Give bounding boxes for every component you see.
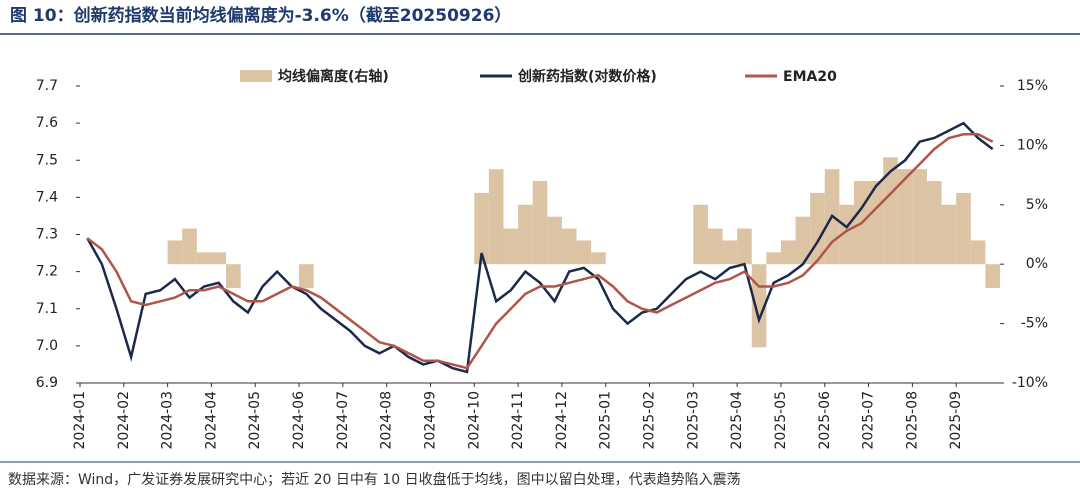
deviation-bar	[985, 264, 1000, 288]
y-tick-label: 7.1	[36, 301, 58, 317]
x-tick-label: 2025-01	[598, 391, 614, 450]
x-tick-label: 2024-04	[203, 391, 219, 450]
x-tick-label: 2025-09	[948, 391, 964, 450]
y-tick-label: 7.2	[36, 264, 58, 280]
deviation-bar	[868, 181, 884, 265]
deviation-bar	[518, 204, 533, 265]
source: 数据来源：Wind，广发证券发展研究中心；若近 20 日中有 10 日收盘低于均…	[8, 471, 741, 488]
y-tick-label: 7.0	[36, 338, 58, 354]
x-tick-label: 2024-02	[116, 391, 132, 450]
x-tick-label: 2024-10	[466, 391, 482, 450]
x-tick-label: 2024-06	[291, 391, 307, 450]
deviation-bar	[591, 252, 606, 265]
y2-tick-label: -5%	[1021, 316, 1048, 332]
x-tick-label: 2025-05	[773, 391, 789, 450]
deviation-bar	[226, 264, 241, 288]
deviation-bar	[532, 181, 548, 265]
deviation-bar	[561, 228, 577, 265]
deviation-bar	[707, 228, 723, 265]
legend-label: EMA20	[783, 69, 837, 85]
deviation-bar	[795, 216, 811, 265]
legend-swatch	[240, 70, 272, 82]
deviation-bar	[956, 192, 971, 265]
deviation-bar	[766, 252, 781, 265]
deviation-bar	[926, 181, 942, 265]
deviation-bar	[488, 169, 504, 265]
deviation-bar	[883, 157, 898, 265]
y-tick-label: 7.5	[36, 152, 58, 168]
deviation-bar	[912, 169, 927, 265]
deviation-bar	[167, 240, 183, 265]
deviation-bar	[780, 240, 796, 265]
x-tick-label: 2024-09	[422, 391, 438, 450]
y-tick-label: 7.6	[36, 115, 58, 131]
deviation-bar	[941, 204, 957, 265]
x-tick-label: 2024-07	[335, 391, 351, 450]
deviation-bar	[196, 252, 212, 265]
deviation-bar	[722, 240, 738, 265]
ema-line	[86, 133, 994, 370]
x-tick-label: 2025-02	[642, 391, 658, 450]
deviation-bar	[299, 264, 314, 288]
y2-tick-label: 10%	[1017, 137, 1048, 153]
x-tick-label: 2024-05	[247, 391, 263, 450]
y-tick-label: 7.7	[36, 78, 58, 94]
x-tick-label: 2024-01	[72, 391, 88, 450]
deviation-bar	[751, 264, 767, 348]
y-tick-label: 6.9	[36, 375, 58, 391]
chart-title: 图 10：创新药指数当前均线偏离度为-3.6%（截至20250926）	[10, 5, 511, 26]
y2-tick-label: 0%	[1026, 256, 1048, 272]
x-tick-label: 2024-11	[510, 391, 526, 450]
y2-tick-label: 15%	[1017, 78, 1048, 94]
y2-tick-label: 5%	[1026, 197, 1048, 213]
x-tick-label: 2025-04	[729, 391, 745, 450]
deviation-bar	[211, 252, 227, 265]
deviation-bar	[576, 240, 592, 265]
y-tick-label: 7.4	[36, 189, 58, 205]
deviation-bar	[474, 192, 489, 265]
deviation-bar	[693, 204, 708, 265]
x-tick-label: 2024-08	[379, 391, 395, 450]
y-tick-label: 7.3	[36, 227, 58, 243]
deviation-bar	[737, 228, 752, 265]
x-tick-label: 2025-03	[685, 391, 701, 450]
x-tick-label: 2025-06	[817, 391, 833, 450]
legend-label: 均线偏离度(右轴)	[278, 68, 389, 85]
y2-tick-label: -10%	[1012, 375, 1048, 391]
deviation-bar	[970, 240, 986, 265]
x-tick-label: 2024-12	[554, 391, 570, 450]
x-tick-label: 2025-07	[861, 391, 877, 450]
deviation-bar	[547, 216, 562, 265]
deviation-bar	[839, 204, 854, 265]
deviation-bar	[503, 228, 519, 265]
x-tick-label: 2024-03	[160, 391, 176, 450]
x-tick-label: 2025-08	[904, 391, 920, 450]
legend-label: 创新药指数(对数价格)	[517, 68, 657, 85]
deviation-bar	[182, 228, 197, 265]
index-line	[86, 121, 994, 374]
deviation-bar	[897, 169, 913, 265]
